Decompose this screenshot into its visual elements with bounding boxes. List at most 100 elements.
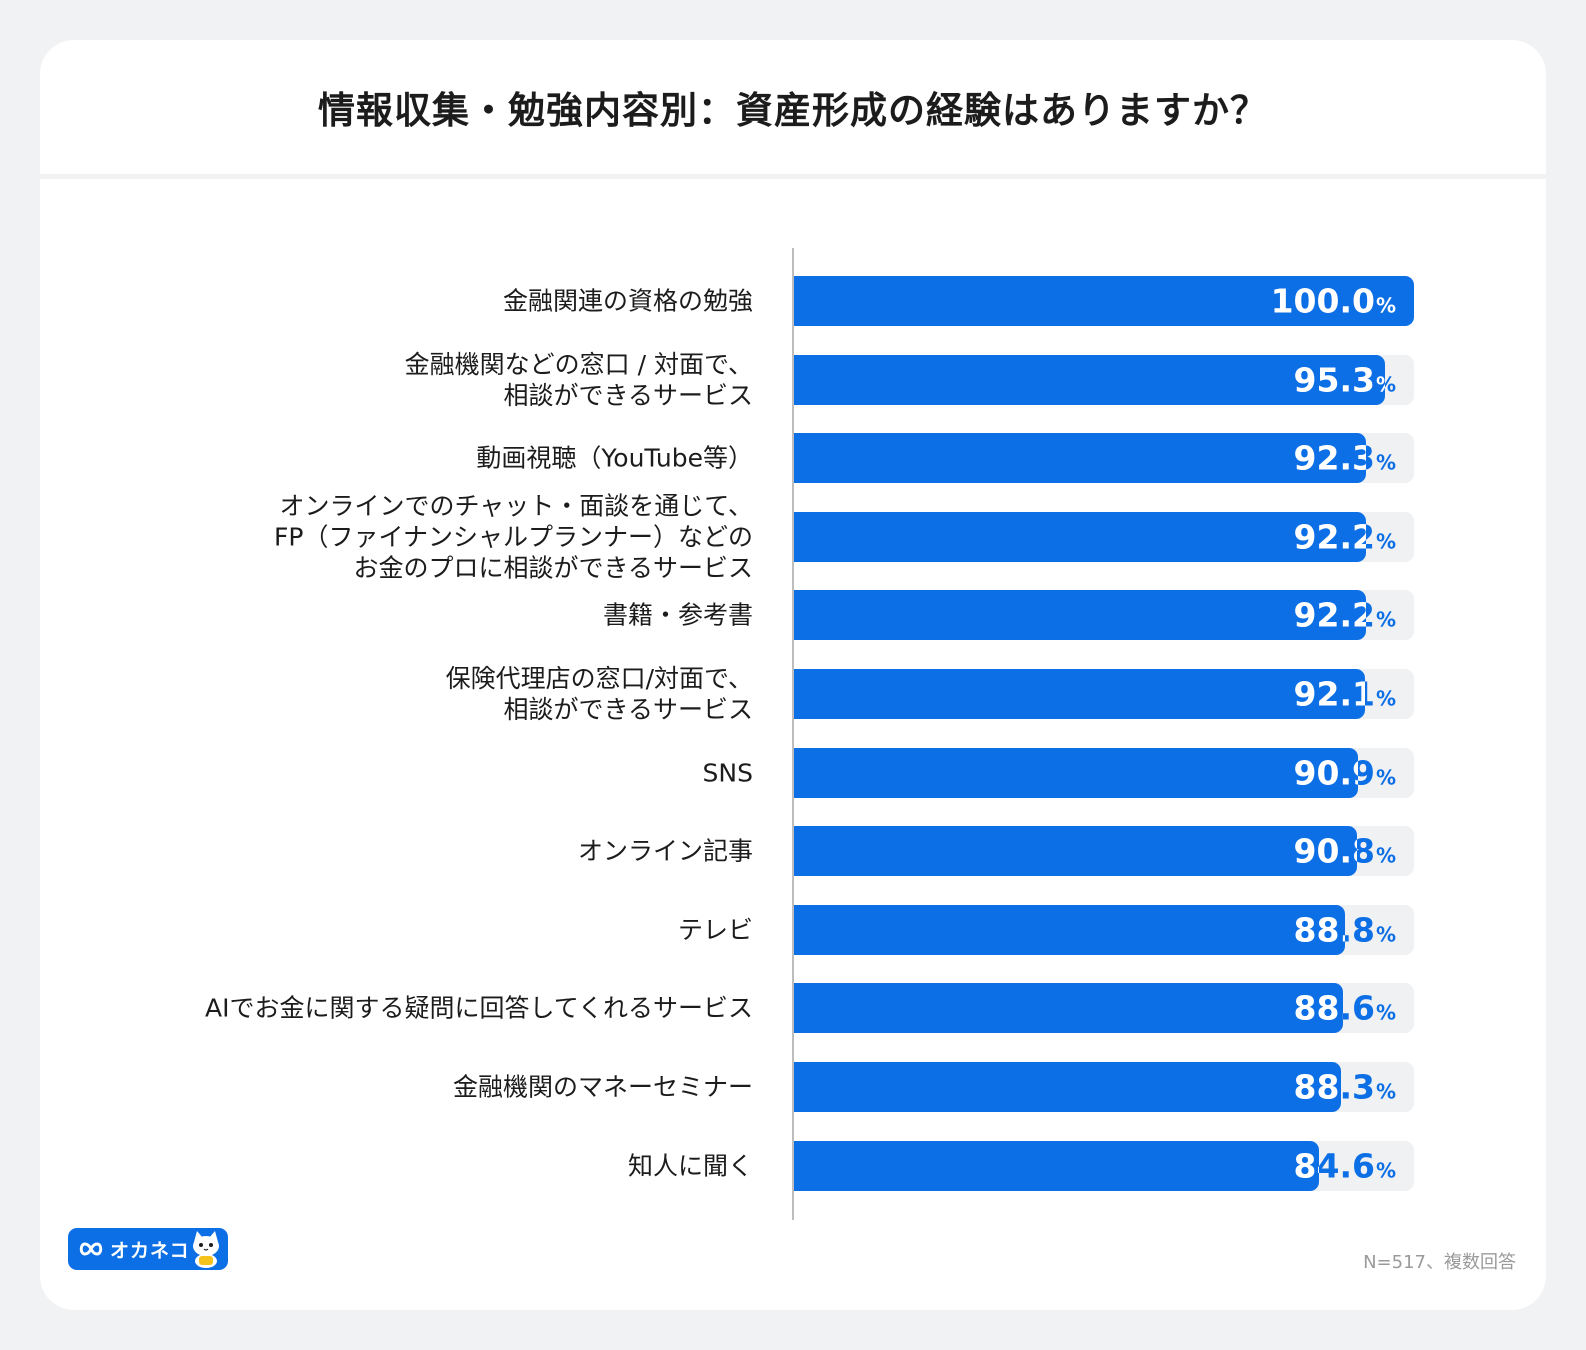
value-label-on-bar: 92.2% bbox=[794, 512, 1366, 562]
bar-value-label: 88.3% bbox=[1294, 1068, 1396, 1107]
value-label-inner: 90.8% bbox=[794, 826, 1357, 876]
percent-sign: % bbox=[1375, 765, 1396, 790]
category-label: 書籍・参考書 bbox=[602, 600, 753, 630]
chart-card: 情報収集・勉強内容別：資産形成の経験はありますか？ 金融関連の資格の勉強 100.… bbox=[40, 40, 1546, 1310]
value-number: 84.6 bbox=[1293, 1146, 1319, 1186]
bar-value-label: 92.2% bbox=[1294, 596, 1366, 635]
bar bbox=[794, 669, 1365, 719]
value-label-inner: 90.9% bbox=[794, 748, 1358, 798]
value-number: 100.0 bbox=[1270, 281, 1375, 321]
bar-value-label: 88.8% bbox=[1294, 910, 1345, 949]
value-label-inner: 92.3% bbox=[794, 433, 1366, 483]
value-label-outer: 88.6% bbox=[794, 983, 1414, 1033]
percent-sign: % bbox=[1375, 293, 1396, 318]
title-divider bbox=[40, 174, 1546, 179]
bar bbox=[794, 511, 1366, 562]
bar-value-label: 84.6% bbox=[1294, 1146, 1319, 1185]
value-label-on-bar: 92.1% bbox=[794, 669, 1365, 719]
value-number: 95.3 bbox=[1293, 360, 1375, 400]
value-label-inner: 88.8% bbox=[794, 905, 1345, 955]
chart-title: 情報収集・勉強内容別：資産形成の経験はありますか？ bbox=[318, 89, 1268, 132]
value-label-on-bar: 90.8% bbox=[794, 826, 1357, 876]
percent-sign: % bbox=[1375, 843, 1396, 868]
value-number: 88.3 bbox=[1293, 1067, 1341, 1107]
bar-value-label: 92.2% bbox=[1294, 596, 1396, 635]
category-axis-line bbox=[792, 248, 794, 1220]
bar-value-label: 92.1% bbox=[1294, 675, 1396, 714]
bar-value-label: 90.9% bbox=[1294, 753, 1396, 792]
value-label-outer: 95.3% bbox=[794, 355, 1414, 405]
percent-sign: % bbox=[1375, 1158, 1396, 1183]
value-number: 92.2 bbox=[1293, 517, 1375, 557]
bar bbox=[794, 1062, 1341, 1112]
value-number: 90.9 bbox=[1293, 753, 1358, 793]
percent-sign: % bbox=[1375, 450, 1396, 475]
value-label-outer: 92.1% bbox=[794, 669, 1414, 719]
bar-value-label: 92.3% bbox=[1294, 439, 1396, 478]
bar-value-label: 100.0% bbox=[1271, 282, 1396, 321]
category-label: 知人に聞く bbox=[627, 1151, 753, 1181]
bar bbox=[794, 590, 1366, 641]
category-label: AIでお金に関する疑問に回答してくれるサービス bbox=[205, 993, 753, 1023]
bar-value-label: 95.3% bbox=[1294, 360, 1396, 399]
value-number: 92.3 bbox=[1293, 438, 1375, 478]
bar-value-label: 84.6% bbox=[1294, 1146, 1396, 1185]
bar-value-label: 88.6% bbox=[1294, 989, 1396, 1028]
logo-text: オカネコ bbox=[110, 1239, 190, 1262]
bar bbox=[794, 354, 1385, 405]
bar bbox=[794, 904, 1345, 955]
value-label-on-bar: 92.2% bbox=[794, 590, 1366, 640]
bar bbox=[794, 983, 1343, 1034]
percent-sign: % bbox=[1375, 686, 1396, 711]
value-label-on-bar: 88.8% bbox=[794, 905, 1345, 955]
value-label-on-bar: 95.3% bbox=[794, 355, 1385, 405]
infinity-icon bbox=[79, 1242, 103, 1256]
value-label-outer: 88.8% bbox=[794, 905, 1414, 955]
value-label-on-bar: 90.9% bbox=[794, 748, 1358, 798]
percent-sign: % bbox=[1375, 293, 1396, 318]
bar bbox=[794, 433, 1366, 484]
bar-value-label: 92.3% bbox=[1294, 439, 1366, 478]
title-area: 情報収集・勉強内容別：資産形成の経験はありますか？ bbox=[40, 40, 1546, 174]
value-label-inner: 88.6% bbox=[794, 983, 1343, 1033]
percent-sign: % bbox=[1375, 922, 1396, 947]
category-label: 金融機関などの窓口 / 対面で、 相談ができるサービス bbox=[404, 349, 753, 410]
value-label-inner: 88.3% bbox=[794, 1062, 1341, 1112]
sample-size-note: N=517、複数回答 bbox=[1363, 1252, 1516, 1273]
category-label: 動画視聴（YouTube等） bbox=[476, 443, 753, 473]
value-number: 90.8 bbox=[1293, 831, 1357, 871]
bar-row: 金融関連の資格の勉強 100.0% 100.0% bbox=[40, 276, 1546, 326]
value-label-on-bar: 92.3% bbox=[794, 433, 1366, 483]
value-number: 92.1 bbox=[1293, 674, 1375, 714]
value-label-inner: 95.3% bbox=[794, 355, 1385, 405]
value-label-inner: 92.2% bbox=[794, 590, 1366, 640]
value-number: 95.3 bbox=[1293, 360, 1375, 400]
value-label-on-bar: 88.6% bbox=[794, 983, 1343, 1033]
cat-mascot-icon bbox=[193, 1231, 219, 1268]
value-number: 100.0 bbox=[1270, 281, 1375, 321]
percent-sign: % bbox=[1375, 1000, 1396, 1025]
category-label: 金融機関のマネーセミナー bbox=[452, 1072, 753, 1102]
value-number: 88.8 bbox=[1293, 910, 1375, 950]
bar-value-label: 90.8% bbox=[1294, 832, 1396, 871]
category-label: 保険代理店の窓口/対面で、 相談ができるサービス bbox=[445, 664, 753, 724]
percent-sign: % bbox=[1375, 1079, 1396, 1104]
value-number: 92.2 bbox=[1293, 517, 1366, 557]
bar bbox=[794, 1140, 1319, 1191]
value-number: 92.1 bbox=[1293, 674, 1365, 714]
category-label: オンラインでのチャット・面談を通じて、 FP（ファイナンシャルプランナー）などの… bbox=[274, 491, 753, 583]
value-label-inner: 100.0% bbox=[794, 276, 1414, 326]
value-number: 88.3 bbox=[1293, 1067, 1375, 1107]
value-label-outer: 92.3% bbox=[794, 433, 1414, 483]
value-number: 84.6 bbox=[1293, 1146, 1375, 1186]
percent-sign: % bbox=[1376, 372, 1385, 396]
bar bbox=[794, 747, 1358, 798]
value-number: 88.6 bbox=[1293, 988, 1375, 1028]
category-label: 金融関連の資格の勉強 bbox=[502, 286, 753, 316]
